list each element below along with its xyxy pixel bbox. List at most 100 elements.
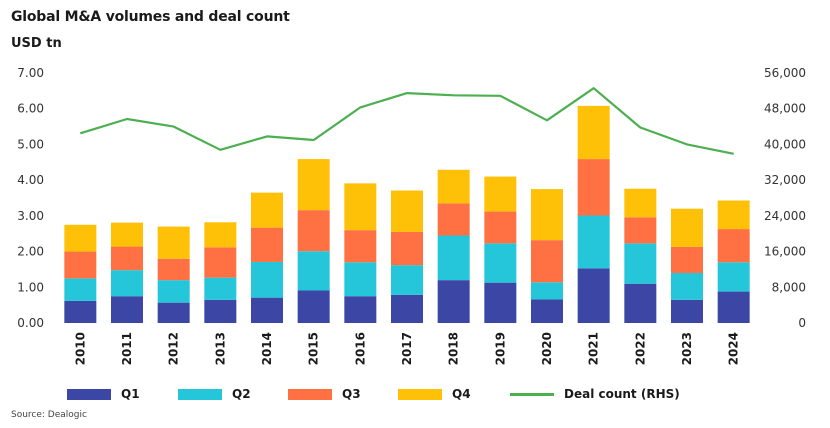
bar-q1-2012 [157, 302, 190, 323]
bar-q4-2016 [344, 183, 377, 231]
bar-q2-2024 [717, 262, 750, 292]
bar-q2-2010 [64, 278, 97, 301]
legend-label-q1: Q1 [121, 387, 140, 401]
bar-q3-2019 [484, 211, 517, 244]
y-tick-label: 5.00 [17, 137, 44, 151]
x-tick-label: 2016 [353, 332, 367, 365]
bar-q3-2021 [577, 159, 610, 216]
bar-q4-2024 [717, 200, 750, 230]
bar-q4-2015 [297, 159, 330, 211]
bar-q2-2015 [297, 251, 330, 291]
legend-label-q3: Q3 [342, 387, 361, 401]
bar-q4-2021 [577, 105, 610, 160]
bar-q2-2012 [157, 280, 190, 303]
x-tick-label: 2024 [727, 332, 741, 365]
bar-q2-2016 [344, 262, 377, 297]
bar-q2-2013 [204, 277, 237, 300]
bar-q4-2023 [671, 208, 703, 247]
legend-item-q4: Q4 [398, 384, 471, 404]
legend-label-q4: Q4 [452, 387, 471, 401]
bar-q1-2016 [344, 296, 377, 323]
legend-swatch-q1 [67, 388, 111, 400]
bar-q4-2019 [484, 176, 517, 212]
x-tick-label: 2021 [587, 332, 601, 365]
x-tick-label: 2012 [167, 332, 181, 365]
bar-q1-2023 [671, 299, 703, 323]
bar-q1-2013 [204, 299, 237, 323]
bar-q4-2017 [391, 190, 423, 232]
y-tick-label: 7.00 [17, 66, 44, 80]
bar-q3-2015 [297, 210, 330, 252]
x-tick-label: 2013 [213, 332, 227, 365]
y-tick-label: 0.00 [17, 316, 44, 330]
bar-q1-2021 [577, 268, 610, 323]
y2-tick-label: 8,000 [772, 280, 806, 294]
y-axis-unit-label: USD tn [11, 36, 62, 51]
bar-q3-2023 [671, 246, 703, 273]
bar-q3-2014 [251, 227, 283, 262]
y2-tick-label: 48,000 [764, 102, 806, 116]
legend-line-deal-count [510, 392, 554, 396]
y2-tick-label: 16,000 [764, 245, 806, 259]
bar-q4-2010 [64, 224, 97, 252]
x-tick-label: 2018 [447, 332, 461, 365]
chart-title: Global M&A volumes and deal count [11, 9, 290, 25]
legend-swatch-q3 [288, 388, 332, 400]
x-tick-label: 2023 [680, 332, 694, 365]
y2-tick-label: 56,000 [764, 66, 806, 80]
x-tick-label: 2011 [120, 332, 134, 365]
bar-q3-2016 [344, 230, 377, 263]
x-tick-label: 2019 [493, 332, 507, 365]
x-tick-label: 2015 [307, 332, 321, 365]
bar-q1-2015 [297, 290, 330, 323]
bar-q3-2011 [111, 246, 143, 271]
y-tick-label: 3.00 [17, 209, 44, 223]
y-tick-label: 2.00 [17, 245, 44, 259]
x-tick-label: 2020 [540, 332, 554, 365]
bar-q3-2017 [391, 231, 423, 266]
bar-q2-2011 [111, 270, 143, 297]
bar-q2-2014 [251, 261, 283, 298]
bar-q4-2018 [437, 169, 470, 204]
bar-q1-2024 [717, 291, 750, 323]
bar-q2-2023 [671, 273, 703, 300]
bar-q1-2020 [531, 299, 563, 323]
bar-q1-2017 [391, 294, 423, 323]
x-tick-label: 2022 [633, 332, 647, 365]
bar-q2-2017 [391, 265, 423, 295]
bar-q2-2022 [624, 243, 657, 284]
legend-item-q2: Q2 [178, 384, 251, 404]
bar-q4-2011 [111, 222, 143, 247]
x-tick-label: 2010 [73, 332, 87, 365]
y-tick-label: 4.00 [17, 173, 44, 187]
y2-tick-label: 32,000 [764, 173, 806, 187]
bar-q3-2013 [204, 247, 237, 278]
x-tick-label: 2014 [260, 332, 274, 365]
bar-q3-2010 [64, 251, 97, 279]
legend-label-q2: Q2 [232, 387, 251, 401]
bar-q2-2020 [531, 282, 563, 300]
deal-count-line [79, 87, 734, 155]
bar-q4-2013 [204, 222, 237, 248]
legend-label-deal-count: Deal count (RHS) [564, 387, 680, 401]
bar-q4-2014 [251, 192, 283, 228]
bar-q2-2018 [437, 235, 470, 281]
legend-swatch-q4 [398, 388, 442, 400]
chart-legend: Q1 Q2 Q3 Q4 Deal count (RHS) [0, 384, 830, 406]
bar-q3-2024 [717, 229, 750, 263]
legend-item-deal-count: Deal count (RHS) [510, 384, 680, 404]
y-tick-label: 6.00 [17, 102, 44, 116]
bar-q1-2011 [111, 296, 143, 323]
bar-q3-2022 [624, 217, 657, 244]
y2-tick-label: 40,000 [764, 137, 806, 151]
y-tick-label: 1.00 [17, 280, 44, 294]
y2-tick-label: 24,000 [764, 209, 806, 223]
x-tick-label: 2017 [400, 332, 414, 365]
bar-q2-2021 [577, 215, 610, 269]
bar-q4-2012 [157, 226, 190, 259]
bar-q4-2022 [624, 188, 657, 218]
bar-q2-2019 [484, 243, 517, 283]
legend-item-q3: Q3 [288, 384, 361, 404]
legend-swatch-q2 [178, 388, 222, 400]
